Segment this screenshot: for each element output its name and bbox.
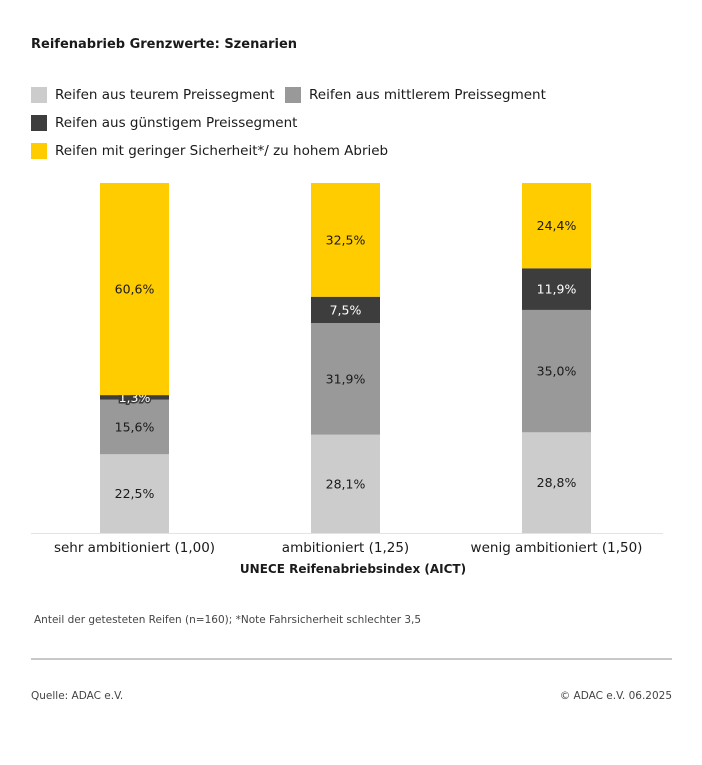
bar-segment-3-1: [522, 432, 591, 533]
x-tick-label-3: wenig ambitioniert (1,50): [471, 540, 643, 556]
divider: [31, 658, 672, 660]
bar-segment-3-4: [522, 183, 591, 269]
bar-segment-3-2: [522, 309, 591, 433]
x-tick-label-2: ambitioniert (1,25): [282, 540, 409, 556]
bar-segment-2-1: [311, 434, 380, 533]
bar-segment-2-4: [311, 183, 380, 297]
x-tick-label-1: sehr ambitioniert (1,00): [54, 540, 215, 556]
data-label-3-4: 24,4%: [537, 218, 577, 233]
legend-item-guenstig: Reifen aus günstigem Preissegment: [31, 115, 297, 131]
legend-label-guenstig: Reifen aus günstigem Preissegment: [55, 115, 298, 131]
legend-label-sicherheit: Reifen mit geringer Sicherheit*/ zu hohe…: [55, 143, 389, 159]
bar-segment-2-2: [311, 323, 380, 435]
legend-item-teuer: Reifen aus teurem Preissegment: [31, 87, 275, 103]
stacked-bar-chart: 22,5%15,6%1,3%60,6%28,1%31,9%7,5%32,5%28…: [31, 183, 663, 556]
data-label-3-3: 11,9%: [537, 282, 577, 297]
data-label-2-4: 32,5%: [326, 232, 366, 247]
legend-label-teuer: Reifen aus teurem Preissegment: [55, 87, 275, 103]
data-label-3-2: 35,0%: [537, 364, 577, 379]
legend-swatch-guenstig: [31, 115, 47, 131]
legend-swatch-mittel: [285, 87, 301, 103]
bar-segment-1-4: [100, 183, 169, 396]
bar-segment-1-2: [100, 399, 169, 455]
data-label-2-3: 7,5%: [330, 302, 362, 317]
data-label-3-1: 28,8%: [537, 475, 577, 490]
footnote: Anteil der getesteten Reifen (n=160); *N…: [34, 614, 422, 626]
legend-swatch-teuer: [31, 87, 47, 103]
data-label-2-1: 28,1%: [326, 476, 366, 491]
bar-segment-3-3: [522, 268, 591, 310]
x-axis-title: UNECE Reifenabriebsindex (AICT): [0, 562, 702, 576]
copyright-text: © ADAC e.V. 06.2025: [559, 690, 672, 702]
bar-segment-1-1: [100, 454, 169, 533]
legend-item-mittel: Reifen aus mittlerem Preissegment: [285, 87, 546, 103]
data-label-1-1: 22,5%: [115, 486, 155, 501]
source-text: Quelle: ADAC e.V.: [31, 690, 124, 702]
x-axis-title-text: UNECE Reifenabriebsindex (AICT): [239, 562, 467, 576]
data-label-2-2: 31,9%: [326, 371, 366, 386]
legend-swatch-sicherheit: [31, 143, 47, 159]
data-label-1-4: 60,6%: [115, 282, 155, 297]
chart-title: Reifenabrieb Grenzwerte: Szenarien: [31, 37, 298, 52]
legend-item-sicherheit: Reifen mit geringer Sicherheit*/ zu hohe…: [31, 143, 388, 159]
bar-segment-1-3: [100, 395, 169, 400]
data-label-1-2: 15,6%: [115, 419, 155, 434]
bar-segment-2-3: [311, 296, 380, 323]
legend-label-mittel: Reifen aus mittlerem Preissegment: [309, 87, 546, 103]
